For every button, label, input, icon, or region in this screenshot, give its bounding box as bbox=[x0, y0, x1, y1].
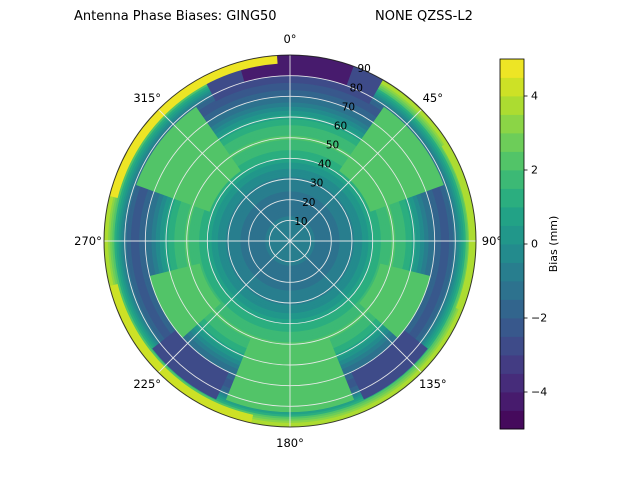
colorbar-segment bbox=[500, 392, 524, 411]
colorbar-axis-label: Bias (mm) bbox=[547, 216, 560, 273]
azimuth-tick-label: 90° bbox=[482, 234, 502, 248]
colorbar-tick-label: −2 bbox=[531, 312, 547, 325]
contour-feature bbox=[152, 330, 229, 400]
colorbar-segment bbox=[500, 410, 524, 430]
colorbar-segment bbox=[500, 318, 524, 337]
colorbar-tick-label: 0 bbox=[531, 238, 538, 251]
contour-feature-layer bbox=[109, 54, 477, 423]
colorbar-segment bbox=[500, 188, 524, 208]
colorbar-segment bbox=[500, 77, 524, 97]
azimuth-tick-label: 225° bbox=[133, 377, 161, 391]
radial-tick-label: 20 bbox=[302, 197, 315, 209]
colorbar-segment bbox=[500, 59, 524, 78]
azimuth-tick-label: 180° bbox=[276, 436, 304, 450]
contour-feature bbox=[149, 263, 221, 339]
colorbar-segment bbox=[500, 244, 524, 263]
azimuth-tick-label: 0° bbox=[283, 32, 296, 46]
radial-tick-label: 70 bbox=[342, 101, 355, 113]
colorbar-segment bbox=[500, 281, 524, 300]
polar-grid bbox=[103, 54, 477, 428]
contour-feature bbox=[359, 263, 431, 339]
contour-feature bbox=[351, 330, 428, 400]
radial-tick-label: 90 bbox=[358, 63, 371, 75]
radial-tick-label: 10 bbox=[294, 216, 307, 228]
colorbar-tick-label: 2 bbox=[531, 164, 538, 177]
colorbar: 4 2 0 −2 −4 bbox=[499, 58, 547, 430]
colorbar-segment bbox=[500, 207, 524, 226]
colorbar-segment bbox=[500, 262, 524, 282]
contour-feature bbox=[136, 106, 241, 212]
plot-title: Antenna Phase Biases: GING50 bbox=[74, 9, 277, 24]
grid-spoke bbox=[289, 240, 422, 373]
radial-tick-label: 30 bbox=[310, 178, 323, 190]
colorbar-segment bbox=[500, 133, 524, 152]
azimuth-tick-label: 315° bbox=[133, 91, 161, 105]
polar-spine bbox=[103, 54, 477, 428]
colorbar-segment bbox=[500, 170, 524, 189]
colorbar-segment bbox=[500, 96, 524, 115]
colorbar-segment bbox=[500, 225, 524, 245]
colorbar-segment bbox=[500, 355, 524, 374]
colorbar-segment bbox=[500, 299, 524, 319]
colorbar-tick-label: −4 bbox=[531, 386, 547, 399]
azimuth-tick-label: 45° bbox=[423, 91, 443, 105]
radial-tick-label: 60 bbox=[334, 120, 347, 132]
colorbar-segment bbox=[500, 114, 524, 134]
colorbar-tick-label: 4 bbox=[531, 90, 538, 103]
colorbar-segment bbox=[500, 336, 524, 356]
azimuth-tick-labels: 0° 45° 90° 135° 180° 225° 270° 315° bbox=[74, 32, 502, 450]
radial-tick-labels: 10 20 30 40 50 60 70 80 90 bbox=[294, 63, 371, 228]
grid-spoke bbox=[158, 240, 291, 373]
radial-tick-label: 50 bbox=[326, 140, 339, 152]
contour-feature bbox=[339, 106, 444, 212]
radial-tick-label: 40 bbox=[318, 159, 331, 171]
azimuth-tick-label: 135° bbox=[419, 377, 447, 391]
contour-feature bbox=[441, 142, 477, 311]
grid-spoke bbox=[289, 109, 422, 242]
azimuth-tick-label: 270° bbox=[74, 234, 102, 248]
plot-subtitle: NONE QZSS-L2 bbox=[375, 9, 473, 24]
colorbar-segment bbox=[500, 373, 524, 393]
radial-tick-label: 80 bbox=[350, 82, 363, 94]
colorbar-segment bbox=[500, 151, 524, 171]
contour-feature bbox=[109, 55, 278, 198]
grid-spoke bbox=[158, 109, 291, 242]
